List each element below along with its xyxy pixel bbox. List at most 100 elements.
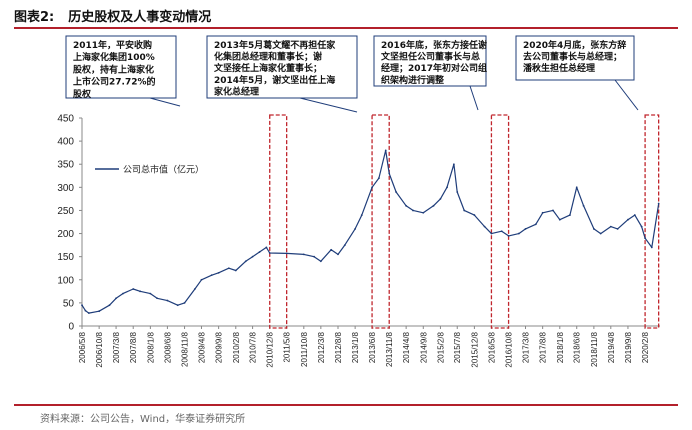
data-point: [616, 228, 619, 230]
y-tick-label: 300: [57, 183, 74, 194]
data-point: [166, 299, 169, 302]
x-tick-label: 2013/11/8: [385, 331, 394, 367]
data-point: [319, 260, 322, 263]
data-point: [473, 214, 476, 216]
callout-line: 上海家化集团100%: [73, 51, 155, 63]
data-point: [156, 297, 158, 300]
x-tick-label: 2010/2/8: [232, 331, 241, 363]
callout-pointer: [614, 79, 639, 111]
x-tick-label: 2014/4/8: [402, 331, 411, 363]
data-point: [650, 246, 653, 249]
data-point: [354, 228, 357, 230]
data-point: [217, 271, 220, 274]
data-point: [452, 163, 455, 166]
data-point: [517, 232, 520, 235]
data-point: [456, 191, 459, 193]
x-tick-label: 2016/5/8: [487, 331, 496, 363]
data-point: [524, 228, 527, 230]
data-point: [343, 244, 346, 247]
data-point: [87, 312, 90, 314]
x-tick-label: 2008/6/8: [163, 331, 172, 363]
data-point: [234, 269, 237, 272]
data-point: [483, 225, 486, 228]
callout-line: 2013年5月葛文耀不再担任家: [214, 39, 336, 51]
data-point: [552, 209, 554, 212]
callout-line: 股权: [73, 88, 92, 100]
data-point: [592, 228, 595, 230]
x-tick-label: 2011/5/8: [283, 331, 292, 362]
data-point: [81, 304, 83, 307]
x-tick-label: 2015/2/8: [436, 331, 445, 363]
data-point: [541, 211, 544, 214]
data-point: [193, 288, 196, 290]
data-point: [337, 253, 339, 256]
data-point: [640, 225, 643, 228]
callout-line: 上市公司27.72%的: [73, 76, 156, 88]
data-point: [183, 301, 186, 304]
data-point: [439, 197, 442, 200]
x-tick-label: 2018/6/8: [573, 331, 582, 363]
data-point: [384, 149, 387, 152]
data-point: [395, 191, 397, 193]
callouts: 2011年，平安收购上海家化集团100%股权，持有上海家化上市公司27.72%的…: [65, 35, 639, 113]
data-point: [313, 255, 316, 258]
x-tick-label: 2020/2/8: [641, 331, 650, 363]
legend-label: 公司总市值（亿元）: [123, 164, 204, 176]
data-point: [330, 248, 333, 251]
callout-box: [65, 35, 177, 99]
highlight-periods: [269, 114, 660, 329]
x-tick-label: 2018/11/8: [590, 331, 599, 367]
callout-line: 2014年5月，谢文坚出任上海: [214, 74, 335, 86]
data-point: [388, 172, 391, 175]
data-point: [534, 223, 537, 226]
x-tick-label: 2018/1/8: [556, 331, 565, 363]
data-point: [500, 230, 503, 233]
data-point: [490, 232, 493, 235]
figure-title-text: 历史股权及人事变动情况: [68, 10, 212, 25]
x-tick-label: 2009/4/8: [197, 331, 206, 363]
callout-line: 经理；2017年初对公司组: [381, 62, 487, 74]
callout-line: 化集团总经理和董事长；谢: [214, 51, 322, 63]
data-point: [412, 209, 414, 212]
y-tick-label: 150: [57, 252, 74, 263]
callout-line: 织架构进行调整: [381, 74, 444, 86]
data-point: [176, 304, 179, 307]
callout-pointer: [469, 85, 479, 111]
data-point: [422, 211, 425, 214]
x-tick-label: 2019/9/8: [624, 331, 633, 363]
top-rule: [14, 27, 678, 29]
bottom-rule: [14, 404, 678, 406]
y-tick-label: 0: [68, 322, 74, 333]
callout-box: [206, 35, 358, 99]
y-tick-label: 100: [57, 275, 74, 286]
data-point: [507, 234, 510, 237]
highlight-box: [490, 114, 510, 329]
series-layer: [81, 149, 660, 314]
data-point: [609, 225, 612, 228]
x-tick-label: 2015/7/8: [453, 331, 462, 363]
data-point: [463, 209, 466, 212]
data-point: [108, 304, 111, 307]
data-point: [84, 309, 87, 312]
callout-line: 文坚接任上海家化董事长；: [213, 62, 322, 74]
data-point: [149, 292, 152, 295]
data-point: [132, 288, 135, 290]
data-point: [657, 202, 660, 205]
x-tick-label: 2017/3/8: [522, 331, 531, 363]
data-point: [432, 204, 435, 207]
data-point: [251, 255, 254, 258]
y-tick-label: 400: [57, 137, 74, 148]
data-point: [558, 218, 561, 221]
data-point: [575, 186, 578, 189]
y-tick-label: 50: [63, 298, 75, 309]
x-tick-label: 2007/3/8: [112, 331, 121, 363]
axes: 0 50 100 150 200 250 300 350 400 450 2006/5/8 2006/…: [57, 114, 660, 368]
figure-title: 图表2: 历史股权及人事变动情况: [14, 6, 211, 25]
x-tick-label: 2009/9/8: [215, 331, 224, 363]
y-tick-label: 450: [57, 114, 74, 125]
data-point: [446, 186, 448, 189]
callout-box: [515, 35, 635, 81]
callout-line: 2011年，平安收购: [73, 39, 152, 51]
x-tick-label: 2012/8/8: [334, 331, 343, 363]
